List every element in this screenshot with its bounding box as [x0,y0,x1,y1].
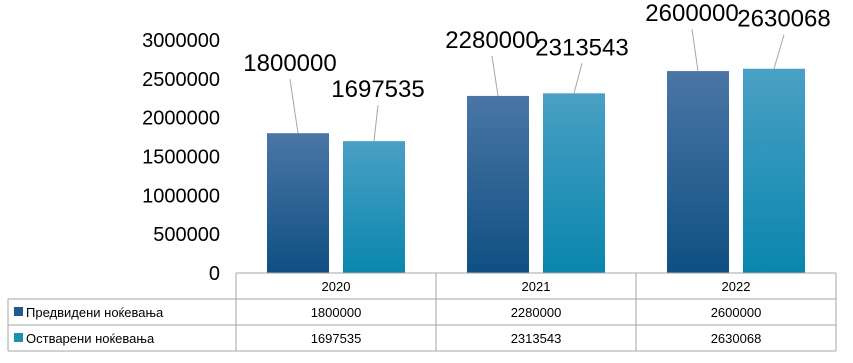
bar-forecast-2022 [667,71,729,273]
bar-forecast-2020 [267,133,329,273]
table-cell: 1800000 [311,305,362,320]
legend-swatch [14,333,23,342]
y-tick-label: 2000000 [142,108,220,130]
bar-actual-2020 [343,141,405,273]
table-cell: 2280000 [511,305,562,320]
data-label: 1697535 [331,76,424,103]
y-tick-label: 2500000 [142,69,220,91]
y-tick-label: 3000000 [142,30,220,52]
table-cell: 2313543 [511,331,562,346]
category-label: 2022 [722,279,751,294]
leader-line [373,105,379,142]
bar-forecast-2021 [467,95,529,273]
legend-label: Предвидени ноќевања [26,305,164,320]
y-tick-label: 500000 [153,224,220,246]
bar-actual-2022 [743,68,805,273]
category-label: 2021 [522,279,551,294]
y-axis: 0 500000 1000000 1500000 2000000 2500000 30000… [142,30,220,285]
y-tick-label: 1000000 [142,185,220,207]
legend-label: Остварени ноќевања [26,331,155,346]
leader-line [573,63,583,94]
data-label: 2630068 [737,6,830,33]
table-cell: 2600000 [711,305,762,320]
data-label: 2313543 [535,34,628,61]
data-label: 1800000 [243,50,336,77]
leader-line [691,28,699,72]
data-labels: 1800000 2280000 2600000 1697535 2313543 26300… [243,0,830,103]
y-tick-label: 1500000 [142,147,220,169]
table-cell: 1697535 [311,331,362,346]
data-label: 2280000 [445,27,538,54]
y-tick-label: 0 [209,263,220,285]
leader-line [289,79,299,134]
data-label: 2600000 [645,0,738,27]
bar-actual-2021 [543,93,605,274]
leader-line [491,55,499,96]
leader-lines [289,28,785,142]
leader-line [773,34,785,69]
category-label: 2020 [322,279,351,294]
legend-swatch [14,307,23,316]
table-cell: 2630068 [711,331,762,346]
bars [267,68,805,274]
data-table: 2020 2021 2022 Предвидени ноќевања 1800000 22… [7,272,837,352]
